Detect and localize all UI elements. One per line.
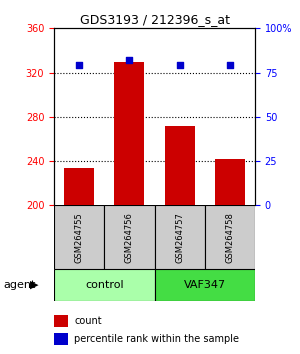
Bar [54, 315, 68, 327]
Text: GSM264758: GSM264758 [225, 212, 234, 263]
Bar [165, 126, 195, 205]
Text: control: control [85, 280, 124, 290]
Point [127, 57, 132, 63]
Bar [54, 333, 68, 345]
Bar [215, 159, 245, 205]
FancyBboxPatch shape [54, 269, 154, 301]
Text: count: count [74, 316, 102, 326]
Text: GSM264757: GSM264757 [175, 212, 184, 263]
FancyBboxPatch shape [104, 205, 154, 269]
Text: percentile rank within the sample: percentile rank within the sample [74, 334, 239, 344]
Point [177, 63, 182, 68]
Text: VAF347: VAF347 [184, 280, 226, 290]
Text: ▶: ▶ [30, 280, 38, 290]
FancyBboxPatch shape [205, 205, 255, 269]
Point [77, 63, 82, 68]
Point [227, 63, 232, 68]
FancyBboxPatch shape [154, 205, 205, 269]
FancyBboxPatch shape [154, 269, 255, 301]
Text: agent: agent [3, 280, 35, 290]
Bar [64, 168, 94, 205]
FancyBboxPatch shape [54, 205, 104, 269]
Text: GSM264756: GSM264756 [125, 212, 134, 263]
Bar [114, 62, 145, 205]
Title: GDS3193 / 212396_s_at: GDS3193 / 212396_s_at [80, 13, 230, 26]
Text: GSM264755: GSM264755 [75, 212, 84, 263]
